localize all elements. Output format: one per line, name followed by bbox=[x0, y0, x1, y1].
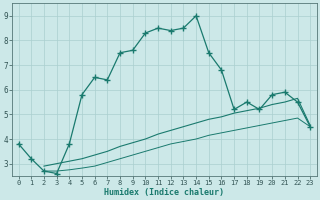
X-axis label: Humidex (Indice chaleur): Humidex (Indice chaleur) bbox=[104, 188, 224, 197]
